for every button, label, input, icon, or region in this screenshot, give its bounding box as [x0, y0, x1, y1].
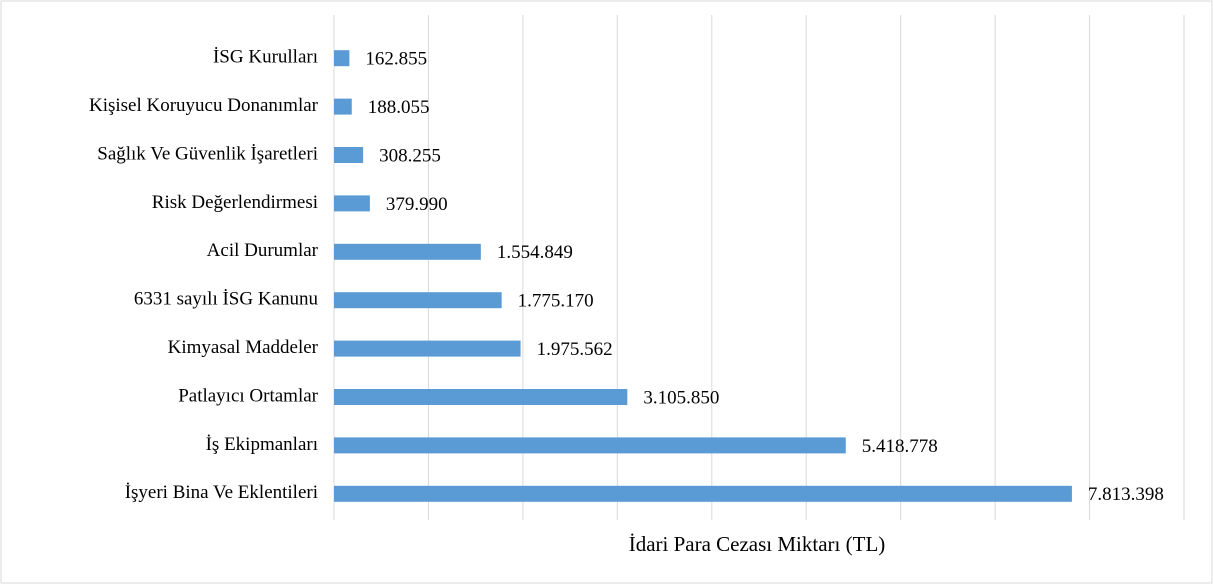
- bar: [334, 147, 364, 163]
- bar: [334, 243, 481, 260]
- data-label: 379.990: [386, 194, 448, 215]
- data-label: 162.855: [365, 49, 427, 70]
- bar: [334, 340, 521, 357]
- data-label: 1.975.562: [537, 339, 613, 360]
- y-tick-label: İşyeri Bina Ve Eklentileri: [125, 482, 318, 503]
- data-label: 5.418.778: [862, 436, 938, 457]
- y-tick-label: Acil Durumlar: [207, 240, 319, 261]
- data-label: 188.055: [368, 97, 430, 118]
- y-tick-label: Kimyasal Maddeler: [168, 337, 319, 358]
- data-label: 3.105.850: [643, 387, 719, 408]
- y-tick-label: Risk Değerlendirmesi: [152, 192, 318, 213]
- data-label: 7.813.398: [1088, 484, 1164, 505]
- y-tick-label: İSG Kurulları: [213, 47, 318, 68]
- bar: [334, 389, 628, 405]
- bar: [334, 292, 502, 309]
- y-tick-label: Sağlık Ve Güvenlik İşaretleri: [97, 143, 318, 164]
- bar: [334, 195, 370, 212]
- y-tick-label: 6331 sayılı İSG Kanunu: [134, 289, 319, 310]
- data-label: 1.775.170: [518, 291, 594, 312]
- data-label: 308.255: [379, 145, 441, 166]
- y-tick-label: Kişisel Koruyucu Donanımlar: [89, 95, 319, 116]
- bar: [334, 50, 350, 67]
- y-tick-label: İş Ekipmanları: [206, 434, 318, 455]
- bar: [334, 437, 846, 454]
- y-tick-label: Patlayıcı Ortamlar: [178, 385, 318, 406]
- x-axis-title: İdari Para Cezası Miktarı (TL): [629, 532, 886, 556]
- data-label: 1.554.849: [497, 242, 573, 263]
- bar: [334, 98, 352, 115]
- bar: [334, 485, 1072, 502]
